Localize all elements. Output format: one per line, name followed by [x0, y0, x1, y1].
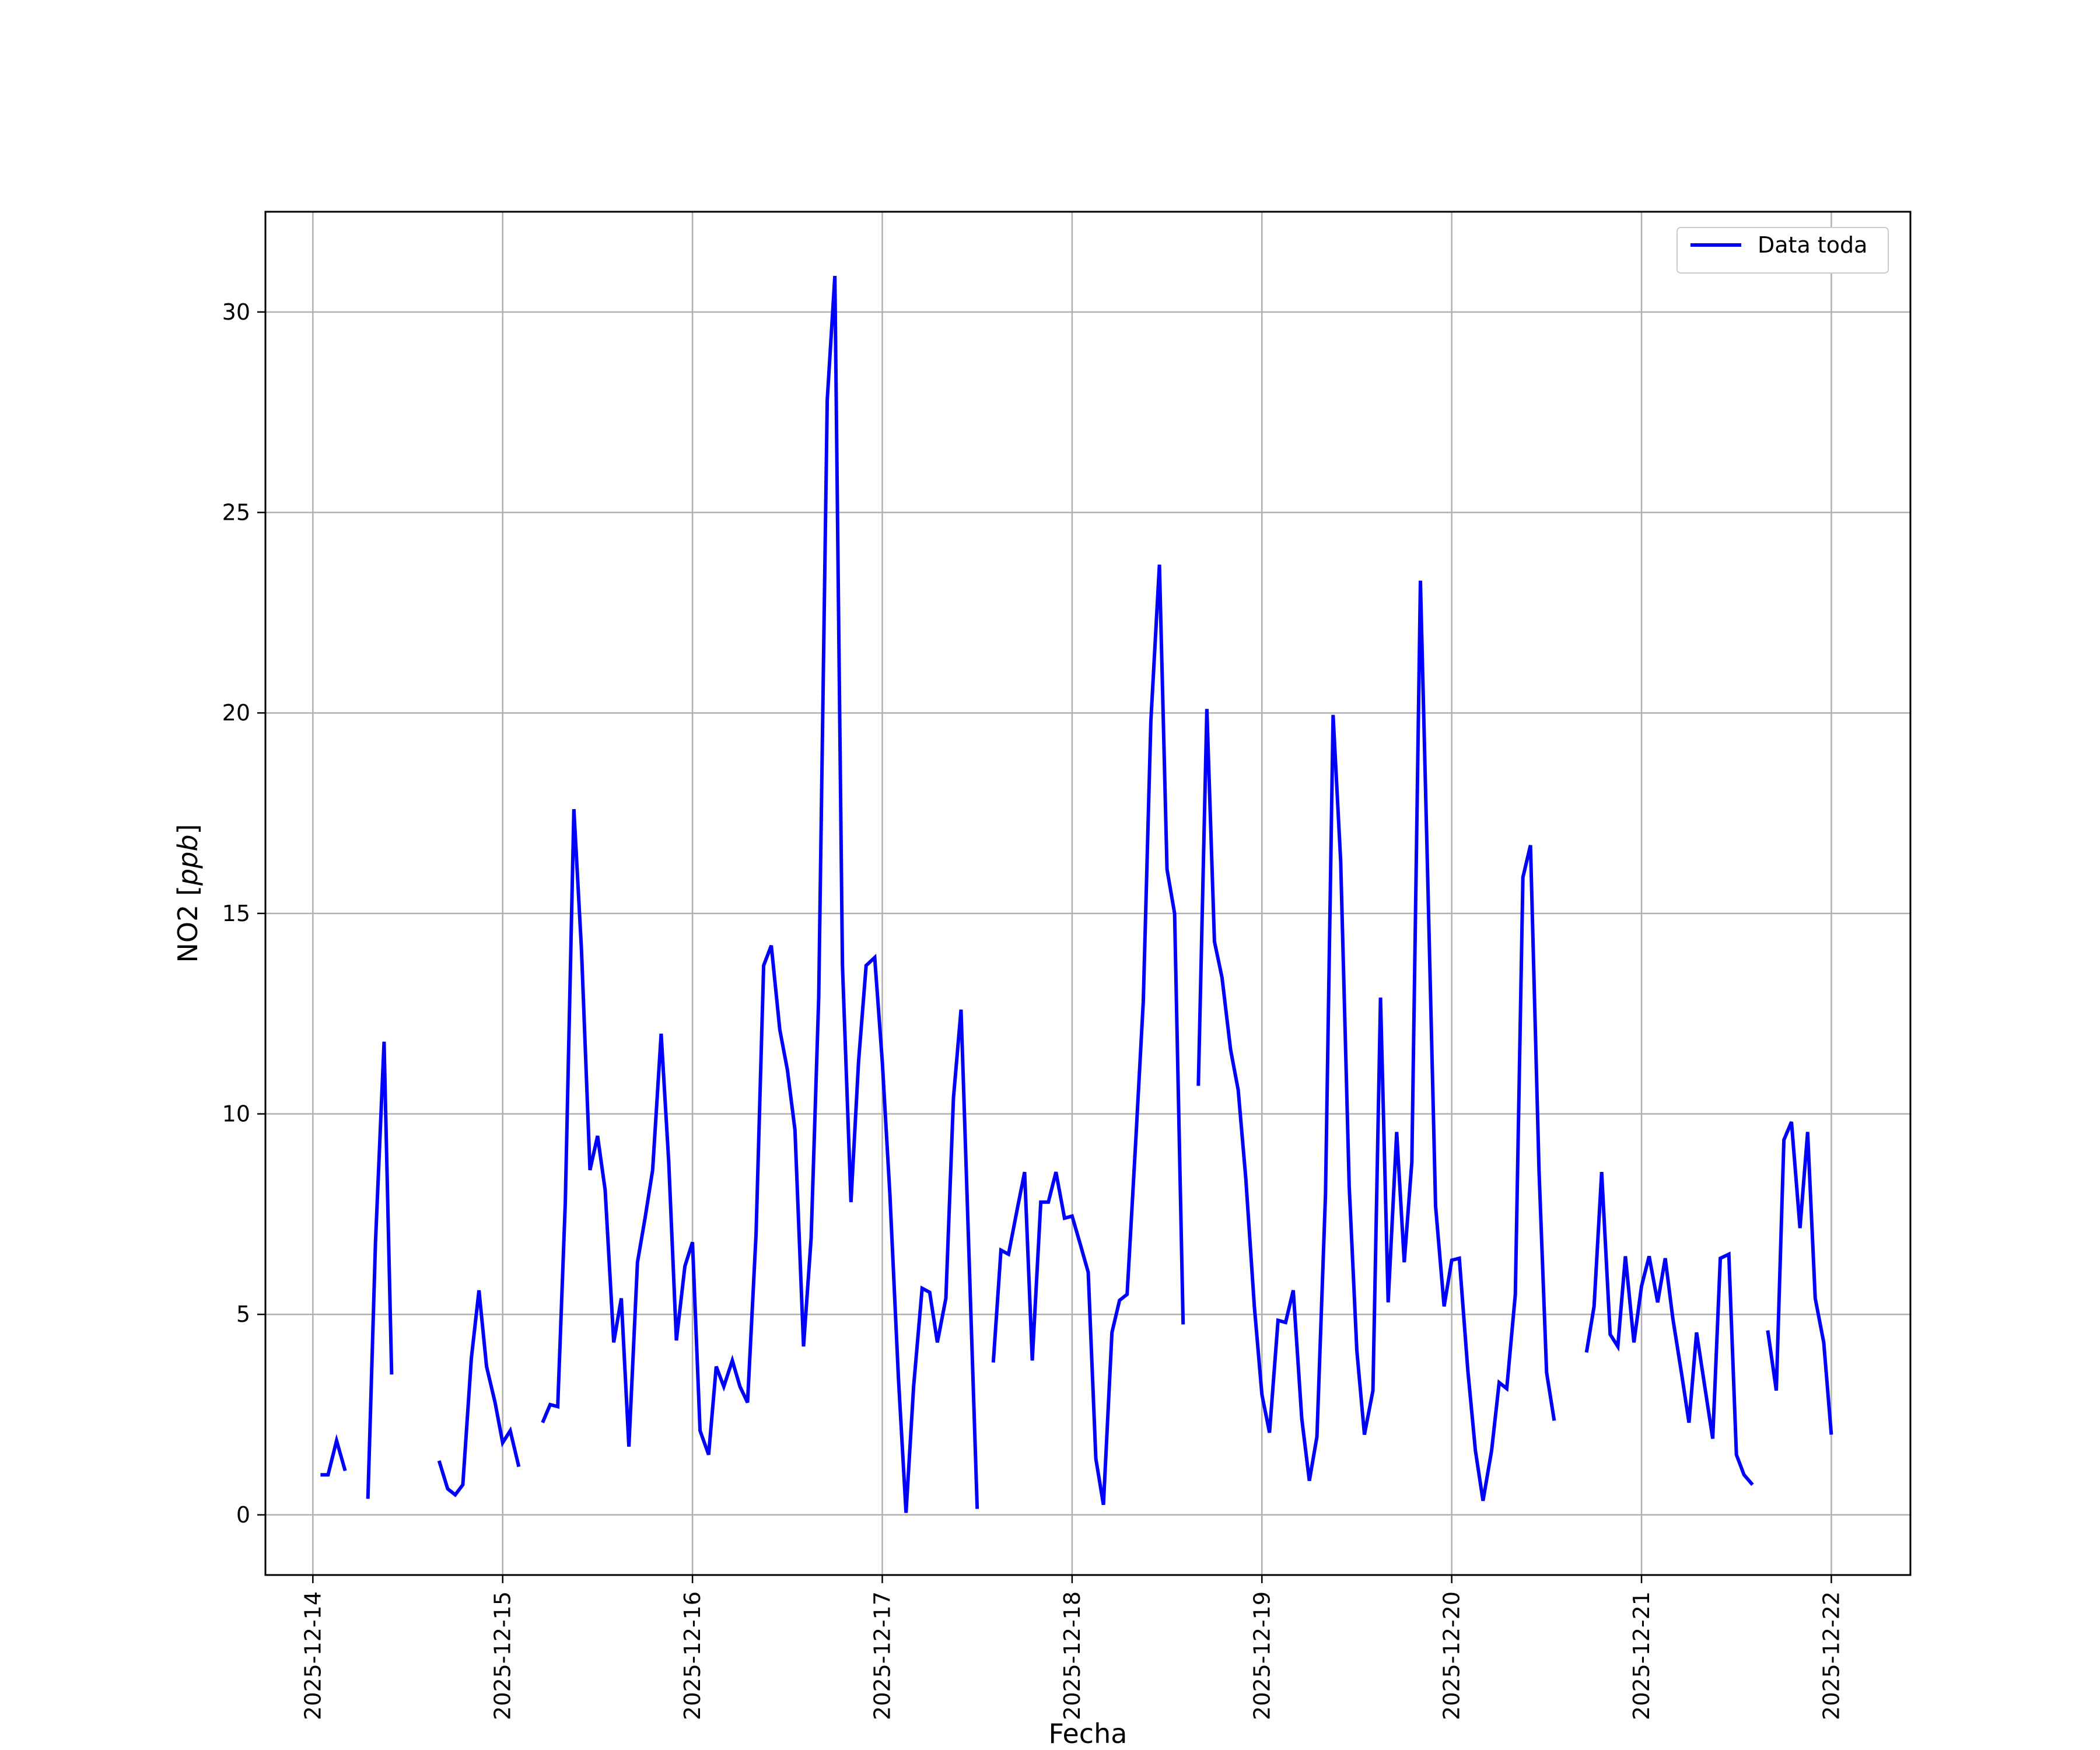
legend: Data toda	[1676, 227, 1889, 274]
y-tick-label: 5	[236, 1301, 250, 1327]
y-tick-label: 0	[236, 1502, 250, 1528]
plot-lines	[320, 275, 1833, 1513]
y-tick-label: 25	[222, 500, 250, 526]
x-tick-label: 2025-12-20	[1439, 1591, 1465, 1720]
x-tick-label: 2025-12-18	[1059, 1591, 1085, 1720]
y-axis-label: NO2 [ppb]	[172, 824, 204, 963]
ticks: 2025-12-14 2025-12-15 2025-12-16 2025-12-17…	[222, 299, 1845, 1720]
series-line-segment	[437, 1290, 521, 1497]
series-line-segment	[366, 1041, 394, 1499]
y-tick-label: 15	[222, 901, 250, 926]
series-line-segment	[1766, 1121, 1833, 1435]
x-tick-label: 2025-12-14	[300, 1591, 326, 1720]
x-tick-label: 2025-12-16	[680, 1591, 705, 1720]
y-tick-label: 10	[222, 1101, 250, 1127]
x-axis-label: Fecha	[1049, 1718, 1128, 1749]
x-tick-label: 2025-12-21	[1629, 1591, 1654, 1720]
series-line-segment	[541, 275, 979, 1513]
y-axis-label-unit: ppb	[172, 834, 204, 886]
series-line-segment	[1584, 1172, 1754, 1486]
y-tick-label: 20	[222, 700, 250, 726]
legend-box	[1676, 227, 1889, 274]
y-axis-label-base: NO2 [	[172, 886, 204, 963]
legend-entry-data-toda: Data toda	[1758, 232, 1867, 258]
x-tick-label: 2025-12-15	[490, 1591, 516, 1720]
y-axis-label-close: ]	[172, 824, 204, 834]
x-tick-label: 2025-12-22	[1818, 1591, 1844, 1720]
series-line-segment	[991, 564, 1185, 1506]
axes-frame	[264, 211, 1912, 1576]
y-tick-label: 30	[222, 299, 250, 325]
x-tick-label: 2025-12-17	[870, 1591, 895, 1720]
series-line-segment	[1196, 580, 1556, 1502]
x-tick-label: 2025-12-19	[1249, 1591, 1275, 1720]
series-line-segment	[320, 1434, 347, 1477]
